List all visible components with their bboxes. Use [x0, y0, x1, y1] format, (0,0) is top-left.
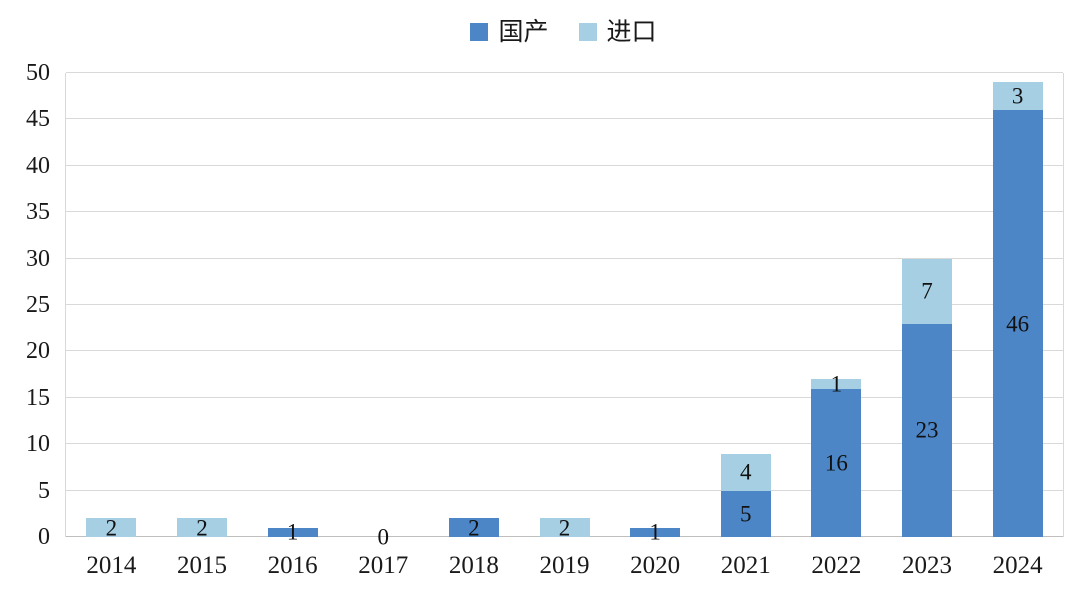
- gridline: [66, 304, 1063, 305]
- bar-segment: [720, 490, 771, 537]
- gridline: [66, 396, 1063, 398]
- bar-segment: [176, 518, 227, 537]
- x-tick-label: 2022: [811, 552, 862, 579]
- bar-segment: [992, 82, 1043, 111]
- bar-segment: [86, 518, 137, 537]
- legend-label: 国产: [498, 18, 549, 46]
- gridline: [66, 350, 1063, 352]
- bar-value-label: 2: [196, 515, 208, 541]
- gridline: [66, 211, 1063, 213]
- legend-label: 进口: [606, 18, 657, 46]
- plot-area: 2014 2 2015 2 2016 1 2017 0 2018 2 2019 2 2020 1 2021 5…: [65, 72, 1064, 578]
- bar-value-label: 0: [377, 524, 389, 550]
- gridline: [66, 118, 1063, 120]
- x-tick-label: 2017: [358, 552, 409, 579]
- x-tick-label: 2015: [176, 552, 227, 579]
- bar-value-label: 1: [286, 519, 299, 545]
- y-tick-label: 0: [38, 524, 50, 550]
- y-tick-label: 40: [26, 152, 50, 179]
- y-tick-label: 25: [26, 292, 50, 318]
- x-tick-label: 2024: [992, 552, 1043, 579]
- bar-segment: [267, 527, 318, 537]
- bar-value-label: 4: [740, 459, 752, 485]
- bar-value-label: 7: [921, 278, 933, 304]
- legend-swatch: [470, 23, 489, 41]
- bar-segment: [448, 518, 499, 537]
- legend-swatch: [578, 23, 597, 41]
- y-tick-label: 50: [26, 60, 50, 86]
- bar-value-label: 5: [740, 501, 752, 527]
- gridline: [66, 72, 1063, 73]
- bar-segment: [630, 527, 681, 537]
- y-tick-label: 30: [26, 245, 50, 272]
- legend: 国产 进口: [65, 14, 1062, 50]
- gridline: [66, 164, 1063, 166]
- legend-item: 国产: [470, 18, 549, 46]
- x-tick-label: 2018: [448, 552, 499, 579]
- y-tick-label: 20: [26, 338, 50, 365]
- y-tick-label: 15: [26, 384, 50, 411]
- bar-segment: [811, 379, 862, 389]
- bar-value-label: 2: [105, 515, 118, 541]
- bar-segment: [720, 453, 771, 491]
- gridline: [66, 257, 1063, 259]
- bar-segment: [902, 258, 953, 324]
- y-tick-label: 10: [26, 431, 50, 458]
- bar-value-label: 2: [558, 515, 571, 541]
- x-tick-label: 2016: [267, 552, 318, 579]
- gridline: [66, 489, 1063, 491]
- bar-value-label: 23: [915, 417, 939, 443]
- bar-value-label: 3: [1011, 83, 1024, 109]
- bar-value-label: 2: [468, 515, 480, 541]
- bar-value-label: 1: [830, 371, 843, 397]
- x-tick-label: 2019: [539, 552, 590, 579]
- bar-segment: [992, 110, 1043, 537]
- x-tick-label: 2023: [902, 552, 953, 579]
- bar-segment: [902, 323, 953, 537]
- x-tick-label: 2014: [86, 552, 137, 579]
- gridline: [66, 443, 1063, 445]
- bar-value-label: 46: [1006, 311, 1030, 337]
- y-tick-label: 35: [26, 199, 50, 226]
- x-tick-label: 2020: [630, 552, 681, 579]
- y-tick-label: 45: [26, 106, 50, 133]
- legend-item: 进口: [578, 18, 657, 46]
- bar-value-label: 16: [824, 450, 848, 476]
- y-tick-label: 5: [38, 477, 50, 504]
- bar-value-label: 1: [649, 519, 661, 545]
- x-tick-label: 2021: [720, 552, 771, 579]
- bar-segment: [811, 388, 862, 537]
- bar-segment: [539, 518, 590, 537]
